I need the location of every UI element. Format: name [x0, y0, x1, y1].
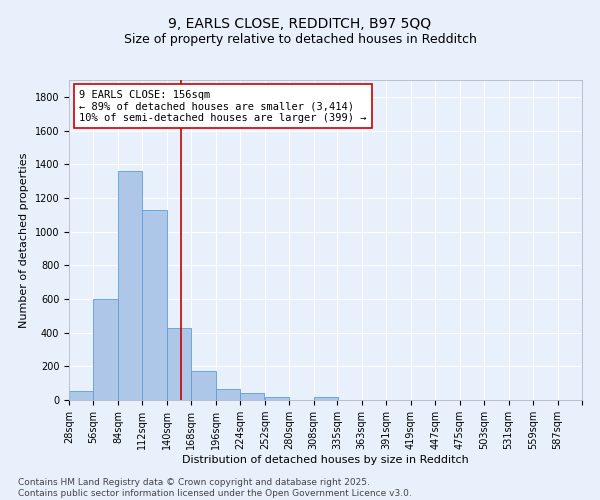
Text: 9, EARLS CLOSE, REDDITCH, B97 5QQ: 9, EARLS CLOSE, REDDITCH, B97 5QQ	[169, 18, 431, 32]
Bar	[216, 389, 240, 400]
Bar	[191, 372, 215, 400]
Bar	[94, 299, 118, 400]
X-axis label: Distribution of detached houses by size in Redditch: Distribution of detached houses by size …	[182, 455, 469, 465]
Text: 9 EARLS CLOSE: 156sqm
← 89% of detached houses are smaller (3,414)
10% of semi-d: 9 EARLS CLOSE: 156sqm ← 89% of detached …	[79, 90, 367, 123]
Text: Size of property relative to detached houses in Redditch: Size of property relative to detached ho…	[124, 32, 476, 46]
Bar	[118, 171, 142, 400]
Bar	[69, 390, 93, 400]
Bar	[240, 394, 265, 400]
Bar	[314, 398, 338, 400]
Text: Contains HM Land Registry data © Crown copyright and database right 2025.
Contai: Contains HM Land Registry data © Crown c…	[18, 478, 412, 498]
Bar	[265, 398, 289, 400]
Bar	[167, 328, 191, 400]
Y-axis label: Number of detached properties: Number of detached properties	[19, 152, 29, 328]
Bar	[142, 210, 167, 400]
